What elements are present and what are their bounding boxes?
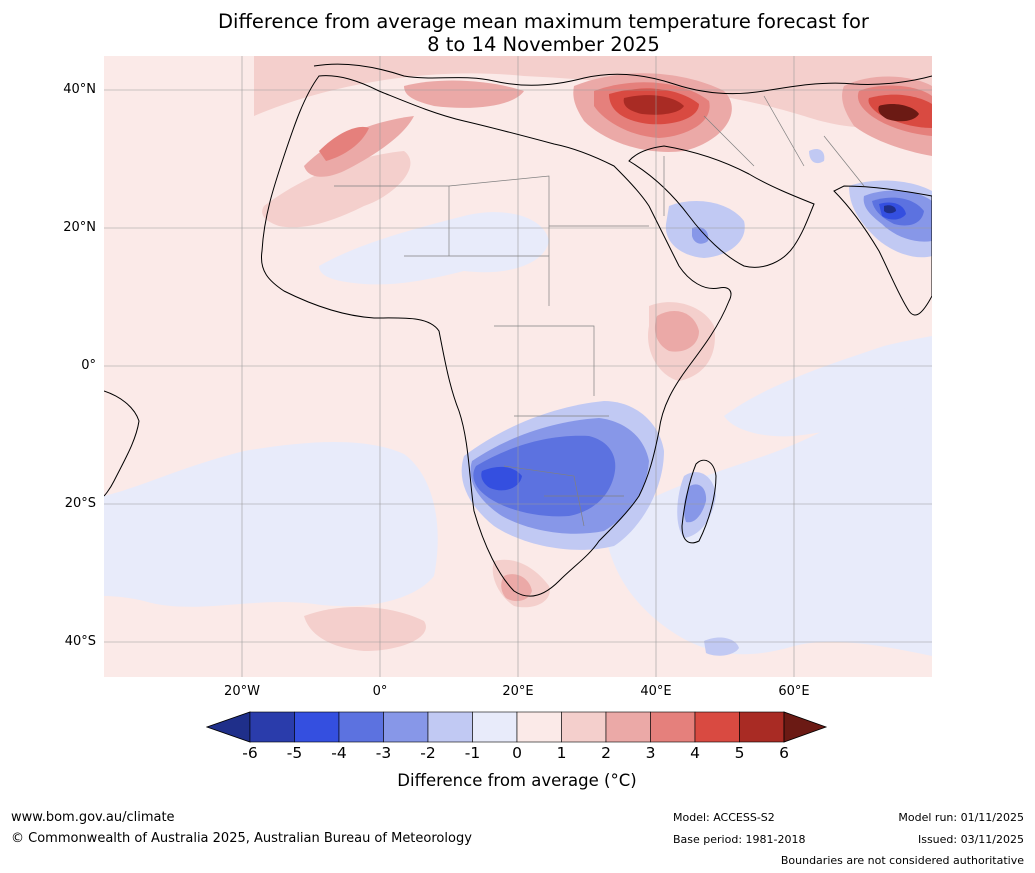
- anomaly-morocco-warm-3: [319, 126, 369, 161]
- anomaly-iran-warm-6: [878, 103, 919, 122]
- colorbar-box: [249, 711, 295, 743]
- anomaly-turkey-warm-5: [623, 95, 684, 115]
- colorbar-tick-label: 6: [779, 744, 789, 762]
- lat-label-equator: 0°: [81, 358, 96, 373]
- colorbar-box: [383, 711, 429, 743]
- lon-label-40e: 40°E: [640, 684, 672, 699]
- colorbar-tick-label: -1: [464, 744, 481, 762]
- footer-copyright: © Commonwealth of Australia 2025, Austra…: [11, 831, 472, 846]
- colorbar-tick-label: -2: [420, 744, 436, 762]
- colorbar-tick-label: -4: [331, 744, 347, 762]
- anomaly-southern-africa-cool-4: [481, 466, 522, 491]
- anomaly-arabia-cool-3: [692, 226, 709, 244]
- lat-label-20n: 20°N: [63, 220, 96, 235]
- colorbar-box: [294, 711, 340, 743]
- anomaly-mid-east-cool-1: [809, 149, 825, 164]
- lon-label-20w: 20°W: [224, 684, 260, 699]
- colorbar-tick-label: 4: [690, 744, 700, 762]
- title-line-2: 8 to 14 November 2025: [427, 33, 660, 56]
- colorbar-box: [739, 711, 785, 743]
- coastlines: [104, 63, 932, 597]
- anomaly-arabia-cool-2: [665, 201, 745, 258]
- anomaly-mediterranean-warm-2: [404, 80, 524, 108]
- map-canvas: [104, 56, 932, 677]
- lon-label-20e: 20°E: [502, 684, 534, 699]
- colorbar-tick-label: -3: [375, 744, 392, 762]
- colorbar-tick-label: 5: [734, 744, 745, 762]
- colorbar-tick-label: 2: [601, 744, 611, 762]
- country-borders: [334, 95, 865, 527]
- anomaly-india-cool-6: [884, 205, 896, 214]
- footer-model-run: Model run: 01/11/2025: [898, 811, 1024, 824]
- colorbar-extend-min: [205, 711, 251, 743]
- anomaly-arabian-sea-cool: [724, 336, 932, 437]
- anomaly-indian-ocean-cool: [604, 376, 932, 656]
- lat-label-40s: 40°S: [64, 634, 96, 649]
- colorbar-extend-max: [783, 711, 828, 743]
- colorbar-label: Difference from average (°C): [397, 771, 637, 790]
- colorbar-box: [605, 711, 651, 743]
- anomaly-south-atlantic-cool: [104, 441, 438, 607]
- anomaly-southern-ocean-warm: [304, 606, 426, 651]
- anomaly-sahara-cool: [319, 212, 549, 285]
- footer-issued: Issued: 03/11/2025: [917, 833, 1024, 846]
- map-title: Difference from average mean maximum tem…: [0, 10, 1035, 56]
- footer-model: Model: ACCESS-S2: [673, 811, 775, 824]
- graticule: [104, 56, 932, 677]
- colorbar-tick-label: -6: [242, 744, 258, 762]
- lat-label-20s: 20°S: [64, 496, 96, 511]
- lon-label-0: 0°: [372, 684, 388, 699]
- colorbar-box: [561, 711, 607, 743]
- title-line-1: Difference from average mean maximum tem…: [218, 10, 869, 33]
- anomaly-north-africa-warm: [254, 56, 932, 128]
- colorbar-tick-label: 0: [512, 744, 522, 762]
- colorbar-graphic: [205, 711, 828, 743]
- colorbar-box: [427, 711, 473, 743]
- colorbar-box: [650, 711, 696, 743]
- colorbar-box: [516, 711, 562, 743]
- lon-label-60e: 60°E: [778, 684, 810, 699]
- footer-base-period: Base period: 1981-2018: [673, 833, 806, 846]
- anomaly-madagascar-cool-2: [683, 484, 707, 523]
- lat-label-40n: 40°N: [63, 82, 96, 97]
- temperature-anomaly-map: [104, 56, 932, 677]
- colorbar-box: [472, 711, 518, 743]
- anomaly-morocco-warm-2: [304, 116, 414, 177]
- colorbar-tick-label: -5: [286, 744, 303, 762]
- anomaly-west-africa-warm: [262, 151, 411, 228]
- anomaly-cape-warm-2: [501, 574, 532, 602]
- colorbar-tick-label: 3: [645, 744, 656, 762]
- colorbar-box: [338, 711, 384, 743]
- anomaly-horn-warm-2: [654, 311, 699, 352]
- footer-boundaries-note: Boundaries are not considered authoritat…: [780, 854, 1024, 867]
- colorbar-tick-label: 1: [556, 744, 567, 762]
- footer-website: www.bom.gov.au/climate: [11, 810, 175, 825]
- colorbar: [205, 711, 830, 747]
- colorbar-box: [694, 711, 740, 743]
